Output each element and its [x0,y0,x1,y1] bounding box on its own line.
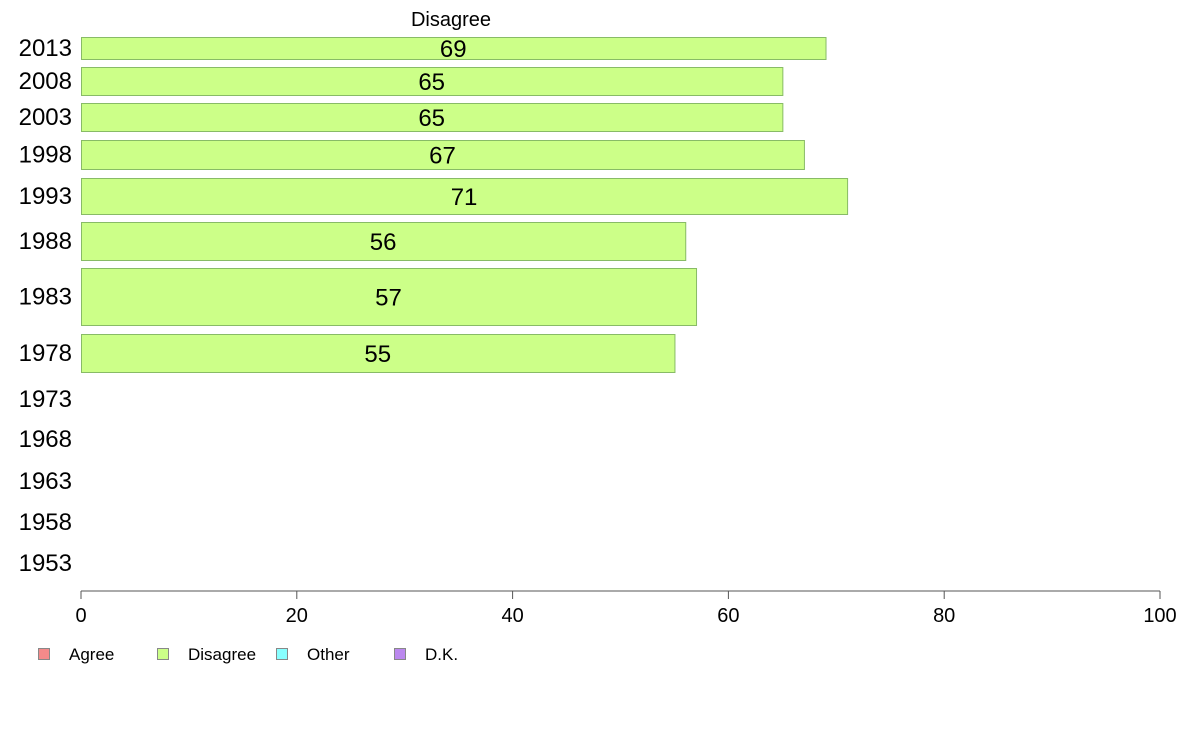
year-label-1993: 1993 [19,183,72,210]
bar-2013 [81,37,827,60]
year-label-1968: 1968 [19,426,72,453]
legend-label-other: Other [307,645,350,664]
bar-group: 69 65 65 67 71 56 57 55 [81,36,849,373]
bar-value-label-2003: 65 [418,105,445,132]
year-labels: 2013 2008 2003 1998 1993 1988 1983 1978 1973 1968… [19,35,72,577]
year-label-1998: 1998 [19,142,72,169]
bar-value-label-1998: 67 [429,143,456,170]
year-label-1983: 1983 [19,284,72,311]
legend-swatch-dk [394,648,406,660]
year-label-2008: 2008 [19,68,72,95]
bar-value-label-1978: 55 [364,341,391,368]
year-label-2003: 2003 [19,104,72,131]
bar-value-label-1988: 56 [370,229,397,256]
chart-canvas: Disagree 69 65 65 67 71 56 57 55 2013 2008 2003 19… [19,9,1177,627]
bar-2008 [81,67,784,96]
bar-value-label-2013: 69 [440,36,467,63]
bar-1988 [81,222,687,261]
x-tick-label-0: 0 [75,605,86,627]
legend-label-dk: D.K. [425,645,459,664]
x-axis-ticks: 0 20 40 60 80 100 [75,591,1177,627]
legend-swatch-agree [38,648,50,660]
legend-swatch-disagree [157,648,169,660]
legend-label-disagree: Disagree [188,645,257,664]
year-label-1963: 1963 [19,468,72,495]
bar-1983 [81,268,698,326]
bar-1998 [81,140,805,170]
legend-label-agree: Agree [69,645,115,664]
year-label-1953: 1953 [19,550,72,577]
bar-1993 [81,178,849,215]
year-label-1973: 1973 [19,386,72,413]
x-tick-label-100: 100 [1143,605,1176,627]
x-tick-label-60: 60 [717,605,739,627]
year-label-2013: 2013 [19,35,72,62]
bar-value-label-1993: 71 [451,184,478,211]
chart-title: Disagree [411,9,491,31]
bar-1978 [81,334,676,373]
bar-2003 [81,103,784,132]
year-label-1978: 1978 [19,340,72,367]
x-tick-label-20: 20 [286,605,308,627]
x-tick-label-40: 40 [501,605,523,627]
legend-swatch-other [276,648,288,660]
year-label-1988: 1988 [19,228,72,255]
year-label-1958: 1958 [19,509,72,536]
bar-value-label-2008: 65 [418,69,445,96]
x-tick-label-80: 80 [933,605,955,627]
bar-value-label-1983: 57 [375,285,402,312]
